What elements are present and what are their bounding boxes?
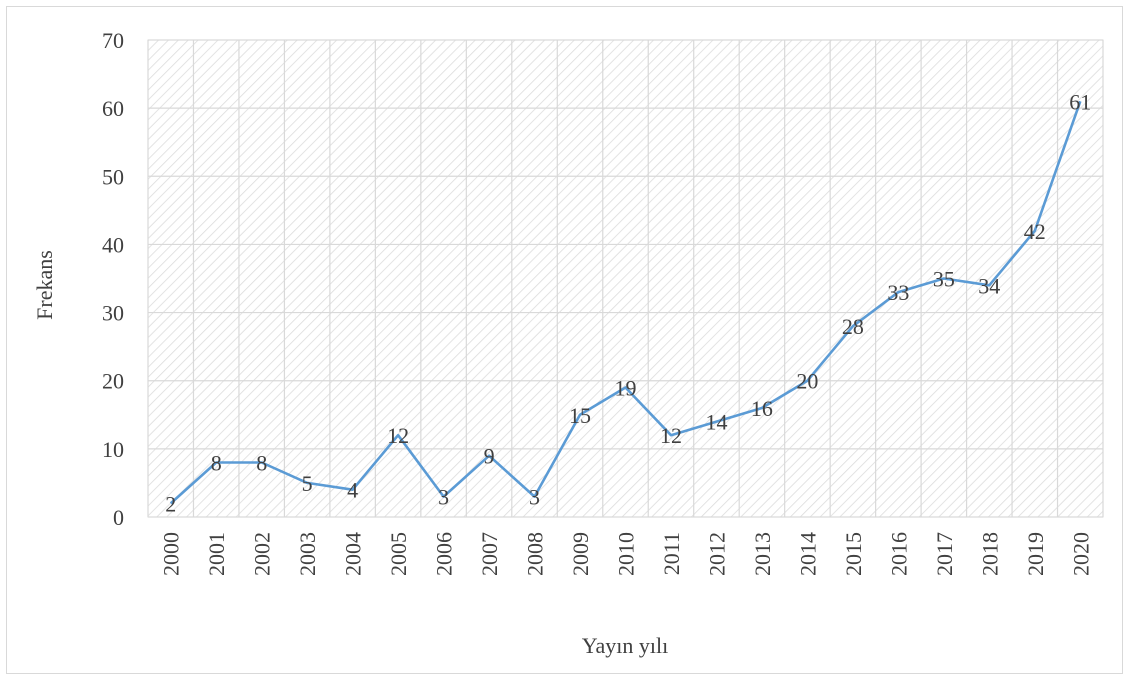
data-label: 8 bbox=[211, 450, 222, 475]
x-tick-label: 2018 bbox=[977, 532, 1002, 576]
data-label: 16 bbox=[751, 396, 773, 421]
x-tick-label: 2019 bbox=[1023, 532, 1048, 576]
y-tick-label: 50 bbox=[102, 164, 124, 189]
data-label: 8 bbox=[256, 450, 267, 475]
plot-area bbox=[147, 39, 1104, 518]
data-label: 28 bbox=[842, 314, 864, 339]
x-tick-label: 2005 bbox=[386, 532, 411, 576]
data-label: 20 bbox=[796, 369, 818, 394]
x-tick-label: 2000 bbox=[159, 532, 184, 576]
series-line bbox=[169, 100, 1082, 505]
x-tick-label: 2010 bbox=[614, 532, 639, 576]
x-axis-title: Yayın yılı bbox=[582, 633, 668, 658]
x-tick-label: 2002 bbox=[250, 532, 275, 576]
x-tick-label: 2007 bbox=[477, 532, 502, 576]
vertical-gridlines bbox=[147, 40, 1104, 517]
x-tick-label: 2009 bbox=[568, 532, 593, 576]
y-axis-tick-labels: 0 10 20 30 40 50 60 70 bbox=[102, 28, 124, 530]
y-axis-title: Frekans bbox=[32, 250, 57, 320]
x-tick-label: 2001 bbox=[204, 532, 229, 576]
y-tick-label: 30 bbox=[102, 301, 124, 326]
data-label: 15 bbox=[569, 403, 591, 428]
data-label: 12 bbox=[660, 423, 682, 448]
y-tick-label: 60 bbox=[102, 96, 124, 121]
x-tick-label: 2006 bbox=[432, 532, 457, 576]
data-label: 3 bbox=[438, 485, 449, 510]
y-tick-label: 0 bbox=[113, 505, 124, 530]
x-tick-label: 2020 bbox=[1068, 532, 1093, 576]
data-label: 3 bbox=[529, 485, 540, 510]
x-tick-label: 2017 bbox=[932, 532, 957, 576]
data-label: 61 bbox=[1069, 89, 1091, 114]
y-tick-label: 10 bbox=[102, 437, 124, 462]
x-tick-label: 2012 bbox=[704, 532, 729, 576]
data-label: 4 bbox=[347, 478, 358, 503]
y-tick-label: 70 bbox=[102, 28, 124, 53]
data-label: 33 bbox=[887, 280, 909, 305]
data-label: 19 bbox=[615, 376, 637, 401]
y-tick-label: 40 bbox=[102, 232, 124, 257]
data-label: 5 bbox=[302, 471, 313, 496]
x-tick-label: 2014 bbox=[795, 532, 820, 576]
data-label: 35 bbox=[933, 267, 955, 292]
x-tick-label: 2003 bbox=[295, 532, 320, 576]
data-label: 14 bbox=[705, 410, 727, 435]
x-tick-label: 2008 bbox=[523, 532, 548, 576]
y-tick-label: 20 bbox=[102, 369, 124, 394]
horizontal-gridlines bbox=[148, 39, 1103, 518]
x-axis-tick-labels: 2000 2001 2002 2003 2004 2005 2006 2007 2008 2009… bbox=[159, 532, 1094, 576]
x-tick-label: 2013 bbox=[750, 532, 775, 576]
x-tick-label: 2004 bbox=[341, 532, 366, 576]
data-label: 9 bbox=[484, 444, 495, 469]
data-label: 42 bbox=[1024, 219, 1046, 244]
x-tick-label: 2011 bbox=[659, 532, 684, 575]
data-label: 2 bbox=[165, 491, 176, 516]
x-tick-label: 2016 bbox=[886, 532, 911, 576]
data-label: 12 bbox=[387, 423, 409, 448]
x-tick-label: 2015 bbox=[841, 532, 866, 576]
data-label: 34 bbox=[978, 273, 1000, 298]
